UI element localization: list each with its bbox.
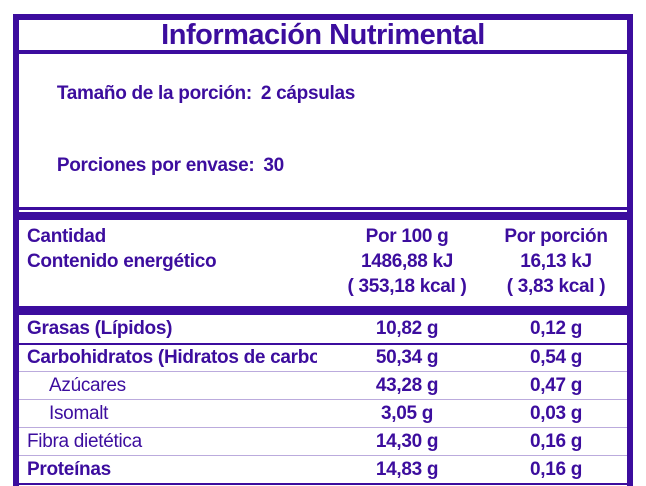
value-per-100g: 10,82 g bbox=[375, 318, 439, 339]
per-100g-title: Por 100 g bbox=[365, 226, 449, 247]
header-amount-column: Cantidad Contenido energético bbox=[19, 224, 317, 299]
serving-size-line: Tamaño de la porción: 2 cápsulas bbox=[27, 58, 617, 130]
title-box: Información Nutrimental bbox=[19, 18, 627, 54]
value-per-portion: 0,47 g bbox=[529, 374, 583, 396]
value-per-portion: 0,54 g bbox=[529, 347, 583, 368]
value-per-100g: 43,28 g bbox=[375, 374, 439, 396]
nutrient-rows: Grasas (Lípidos) 10,82 g 0,12 g Carbohidrat… bbox=[19, 315, 627, 486]
value-per-portion: 0,03 g bbox=[529, 402, 583, 424]
value-per-100g: 3,05 g bbox=[380, 402, 434, 424]
value-per-100g: 14,30 g bbox=[375, 430, 439, 452]
value-per-100g: 50,34 g bbox=[375, 347, 439, 368]
header-per-100g-column: Por 100 g 1486,88 kJ ( 353,18 kcal ) bbox=[317, 224, 497, 299]
amount-header-label: Cantidad bbox=[27, 226, 106, 247]
nutrient-name: Fibra dietética bbox=[27, 430, 142, 452]
value-per-portion: 0,16 g bbox=[529, 458, 583, 480]
per-100g-energy-kcal: ( 353,18 kcal ) bbox=[347, 276, 467, 297]
servings-per-container-line: Porciones por envase: 30 bbox=[27, 130, 617, 202]
table-row: Proteínas 14,83 g 0,16 g bbox=[19, 455, 627, 483]
table-row: Azúcares 43,28 g 0,47 g bbox=[19, 371, 627, 399]
nutrient-name: Azúcares bbox=[49, 374, 126, 396]
per-100g-energy-kj: 1486,88 kJ bbox=[360, 251, 454, 272]
serving-info-section: Tamaño de la porción: 2 cápsulas Porcione… bbox=[19, 54, 627, 210]
per-portion-energy-kj: 16,13 kJ bbox=[520, 251, 592, 272]
value-per-100g: 14,83 g bbox=[375, 458, 439, 480]
section-divider-top bbox=[19, 212, 627, 220]
servings-per-container-label: Porciones por envase: bbox=[56, 155, 255, 176]
serving-size-label: Tamaño de la porción: bbox=[56, 83, 252, 104]
servings-per-container-value: 30 bbox=[263, 155, 284, 176]
nutrient-name: Isomalt bbox=[49, 402, 109, 424]
per-portion-energy-kcal: ( 3,83 kcal ) bbox=[506, 276, 606, 297]
table-header: Cantidad Contenido energético Por 100 g … bbox=[19, 220, 627, 306]
energy-header-label: Contenido energético bbox=[27, 251, 217, 272]
serving-size-value: 2 cápsulas bbox=[260, 83, 356, 104]
table-row: Grasas (Lípidos) 10,82 g 0,12 g bbox=[19, 315, 627, 343]
nutrient-name: Carbohidratos (Hidratos de carbono) bbox=[27, 347, 317, 368]
table-row: Sodio75,34 mg0,82 mg bbox=[19, 483, 627, 486]
value-per-portion: 0,16 g bbox=[529, 430, 583, 452]
table-row: Isomalt 3,05 g 0,03 g bbox=[19, 399, 627, 427]
nutrient-name: Proteínas bbox=[27, 458, 111, 480]
table-row: Fibra dietética 14,30 g 0,16 g bbox=[19, 427, 627, 455]
nutrient-name: Grasas (Lípidos) bbox=[27, 318, 173, 339]
header-per-portion-column: Por porción 16,13 kJ ( 3,83 kcal ) bbox=[497, 224, 627, 299]
label-title: Información Nutrimental bbox=[161, 18, 485, 51]
per-portion-title: Por porción bbox=[504, 226, 608, 247]
table-row: Carbohidratos (Hidratos de carbono) 50,34… bbox=[19, 343, 627, 371]
nutrition-label: Información Nutrimental Tamaño de la por… bbox=[13, 14, 633, 486]
value-per-portion: 0,12 g bbox=[529, 318, 583, 339]
section-divider-header bbox=[19, 306, 627, 315]
